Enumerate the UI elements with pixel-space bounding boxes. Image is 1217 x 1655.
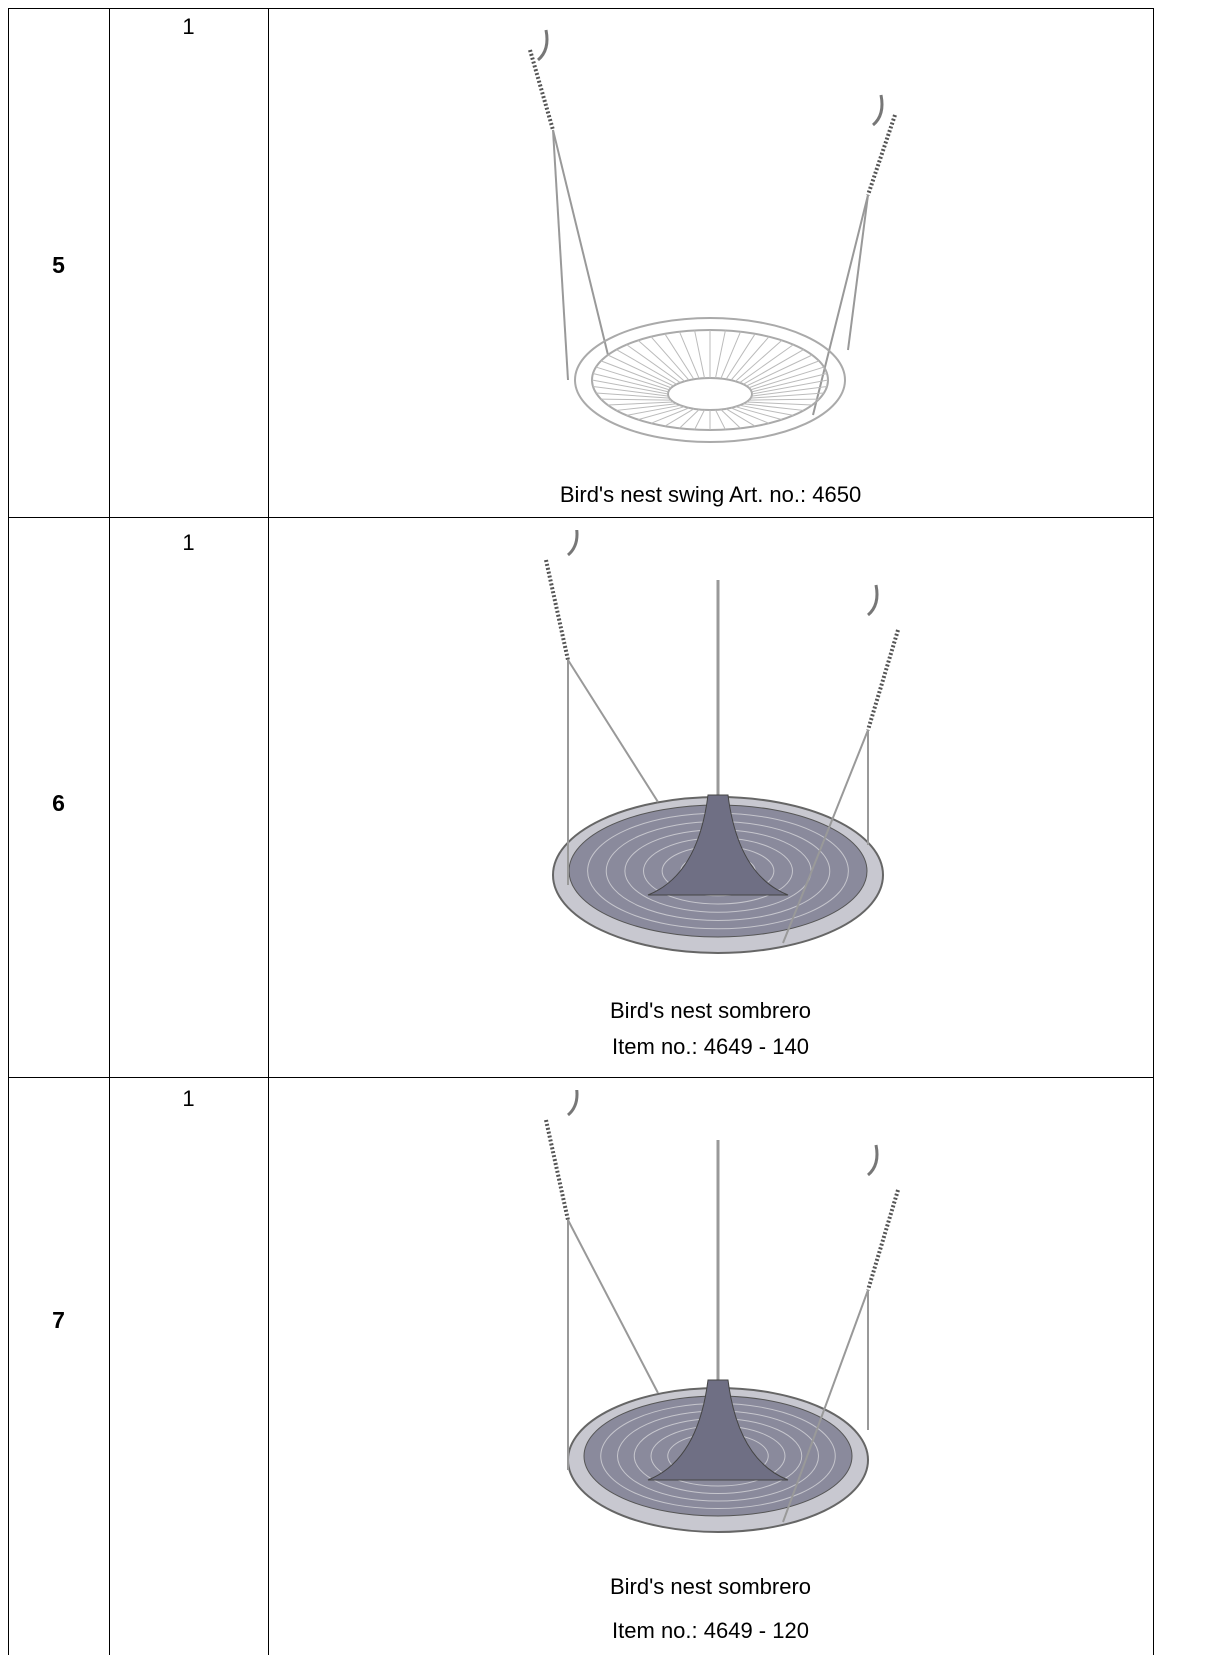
table-border [1153,8,1154,1655]
drawing-stroke [607,354,674,387]
drawing-stroke [536,29,549,62]
drawing-stroke [812,194,869,416]
drawing-stroke [592,372,669,393]
drawing-stroke [751,386,828,397]
drawing-stroke [574,317,846,443]
drawing-stroke [638,406,685,421]
drawing-stroke [743,403,804,411]
drawing-stroke [847,194,869,351]
drawing-stroke [746,401,813,406]
row-number: 6 [52,790,65,816]
drawing-stroke [866,1189,900,1291]
drawing-stroke [591,379,669,395]
drawing-stroke [735,339,783,382]
drawing-stroke [725,408,756,427]
caption: Item no.: 4649 - 140 [612,1034,809,1059]
drawing-stroke [730,336,770,381]
drawing-stroke [544,1119,570,1221]
quantity: 1 [182,14,195,39]
drawing-stroke [616,403,677,411]
caption: Bird's nest sombrero [609,998,812,1023]
caption: Bird's nest swing Art. no.: 4650 [559,482,862,507]
drawing-stroke [782,1289,869,1523]
sombrero-illustration [544,1090,900,1533]
drawing-stroke [552,129,609,356]
drawing-stroke [595,392,670,399]
drawing-stroke [750,392,825,399]
drawing-stroke [871,94,884,127]
row-number: 5 [52,252,65,278]
caption: Item no.: 4649 - 120 [612,1618,809,1643]
drawing-stroke [552,129,569,381]
swing-illustration [528,29,897,443]
drawing-stroke [735,406,782,421]
drawing-stroke [567,1219,659,1394]
drawing-stroke [626,404,681,416]
drawing-stroke [782,729,869,944]
drawing-stroke [600,398,672,401]
drawing-stroke [566,530,579,557]
table-border [8,517,1154,518]
drawing-stroke [664,333,695,380]
drawing-stroke [667,377,753,411]
drawing-stroke [567,659,659,803]
drawing-stroke [650,407,690,424]
drawing-stroke [715,409,726,430]
drawing-stroke [528,49,555,131]
drawing-stroke [595,366,670,391]
quantity: 1 [182,530,195,555]
drawing-stroke [566,1090,579,1117]
drawing-stroke [739,404,794,416]
drawing-stroke [751,379,829,395]
drawing-stroke [750,366,825,391]
drawing-stroke [746,354,813,387]
table-border [109,8,110,1655]
drawing-stroke [743,349,804,385]
quantity: 1 [182,1086,195,1111]
row-number: 7 [52,1307,65,1333]
drawing-stroke [694,409,705,430]
drawing-stroke [647,1379,789,1481]
drawing-stroke [607,401,674,406]
drawing-stroke [866,1144,879,1177]
drawing-stroke [751,372,828,393]
drawing-stroke [730,407,770,424]
table-border [268,8,269,1655]
drawing-stroke [748,398,820,401]
drawing-stroke [637,339,685,382]
drawing-stroke [725,333,756,380]
drawing-stroke [866,584,879,617]
drawing-stroke [679,409,700,429]
drawing-stroke [748,360,820,389]
caption: Bird's nest sombrero [609,1574,812,1599]
table-border [8,8,9,1655]
drawing-stroke [866,629,900,731]
drawing-stroke [866,114,897,196]
drawing-stroke [544,559,570,661]
sombrero-illustration [544,530,900,954]
drawing-stroke [626,344,681,384]
drawing-stroke [694,330,706,379]
drawing-stroke [600,360,672,389]
drawing-stroke [739,344,794,384]
table-border [8,8,1154,9]
drawing-stroke [720,331,742,379]
drawing-stroke [650,336,690,381]
drawing-stroke [678,331,700,379]
drawing-stroke [647,794,789,896]
drawing-stroke [592,386,669,397]
drawing-stroke [664,408,695,427]
drawing-stroke [714,330,726,379]
table-border [8,1077,1154,1078]
drawing-stroke [616,349,677,385]
drawing-stroke [720,409,741,429]
